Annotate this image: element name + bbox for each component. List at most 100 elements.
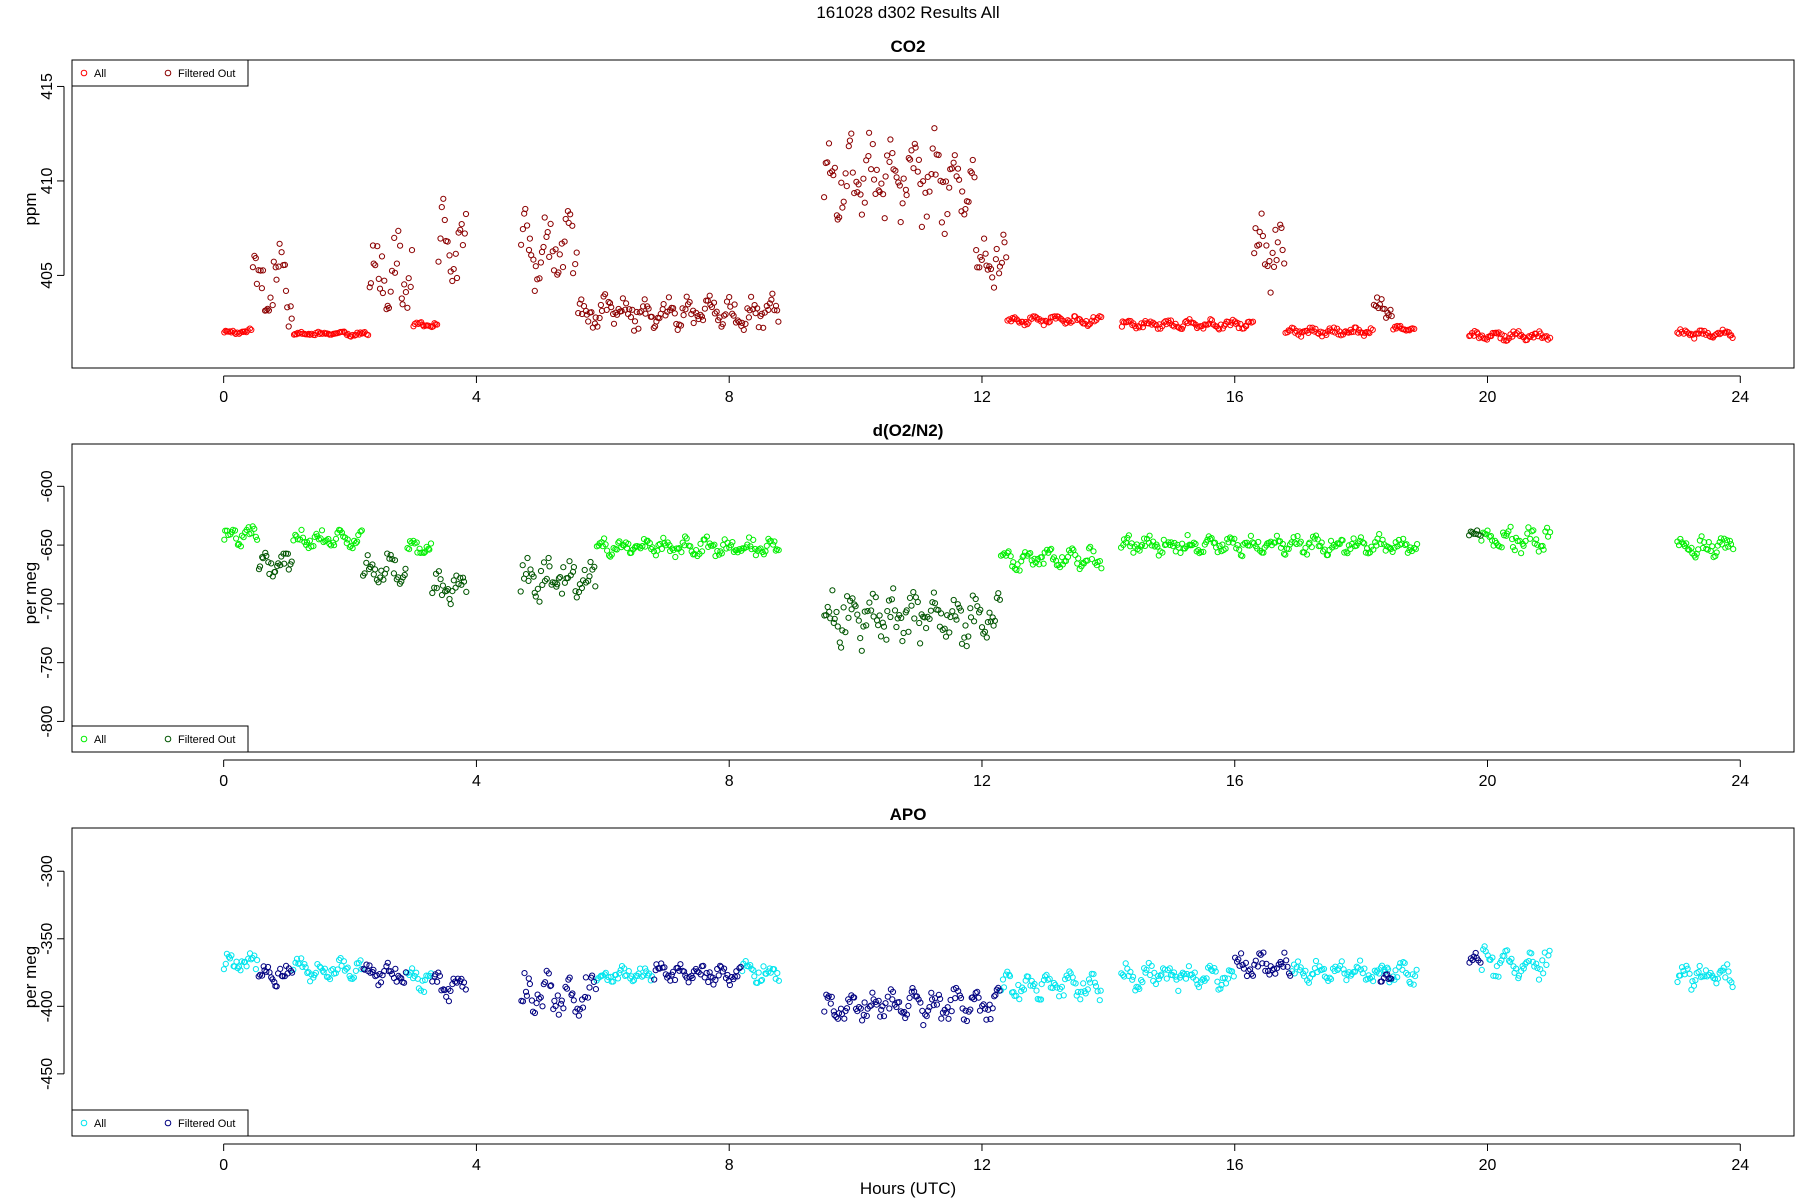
data-point-apo-all	[1185, 963, 1193, 970]
data-point-apo-filtered	[576, 1006, 584, 1013]
data-point-apo-filtered	[542, 979, 549, 986]
data-point-apo-all	[1719, 967, 1726, 974]
data-point-co2-filtered	[391, 234, 398, 241]
data-point-co2-filtered	[976, 264, 983, 271]
data-point-apo-all	[1179, 969, 1186, 976]
data-point-o2n2-filtered	[452, 584, 459, 591]
data-point-apo-all	[629, 978, 636, 985]
data-point-o2n2-all	[1007, 553, 1014, 560]
data-point-o2n2-filtered	[560, 564, 567, 571]
data-point-o2n2-filtered	[857, 635, 864, 642]
data-point-apo-filtered	[460, 979, 468, 986]
data-point-co2-all	[1232, 320, 1240, 327]
data-point-apo-all	[1699, 973, 1706, 980]
data-point-o2n2-all	[658, 545, 666, 553]
data-point-apo-all	[1320, 965, 1328, 973]
data-point-co2-filtered	[911, 140, 918, 147]
data-point-co2-filtered	[619, 295, 627, 302]
data-point-apo-all	[1020, 986, 1028, 993]
legend-marker-all-o2n2	[80, 735, 88, 743]
data-point-apo-filtered	[1272, 970, 1279, 977]
data-point-apo-all	[1492, 973, 1499, 980]
data-point-o2n2-filtered	[980, 630, 987, 637]
data-point-apo-all	[637, 965, 644, 972]
data-point-co2-filtered	[670, 305, 677, 312]
data-point-apo-filtered	[878, 1006, 885, 1013]
data-point-apo-all	[1396, 963, 1403, 970]
data-point-o2n2-filtered	[827, 615, 834, 622]
data-point-o2n2-all	[1701, 539, 1708, 546]
data-point-o2n2-filtered	[838, 644, 845, 651]
data-point-co2-filtered	[1263, 242, 1270, 249]
data-point-apo-filtered	[821, 1008, 828, 1015]
data-point-apo-all	[1173, 976, 1180, 983]
data-point-apo-filtered	[906, 994, 913, 1002]
data-point-co2-filtered	[449, 277, 456, 285]
data-point-o2n2-all	[344, 536, 351, 543]
data-point-co2-filtered	[531, 287, 538, 294]
data-point-co2-filtered	[942, 178, 950, 185]
data-point-apo-filtered	[1242, 959, 1250, 967]
legend-apo: All Filtered Out	[71, 1109, 249, 1137]
data-point-co2-all	[1715, 329, 1722, 336]
data-point-co2-filtered	[897, 219, 904, 226]
data-point-co2-filtered	[1273, 257, 1280, 264]
data-point-o2n2-filtered	[280, 550, 287, 557]
data-point-co2-filtered	[962, 206, 969, 213]
data-point-o2n2-all	[718, 550, 725, 557]
data-point-apo-all	[1127, 968, 1134, 976]
data-point-o2n2-all	[416, 545, 423, 552]
data-point-o2n2-all	[1530, 527, 1537, 534]
data-point-co2-filtered	[884, 152, 891, 159]
data-point-o2n2-filtered	[386, 555, 393, 562]
data-point-o2n2-filtered	[884, 608, 891, 615]
data-point-o2n2-filtered	[829, 587, 836, 594]
data-point-apo-all	[1060, 992, 1067, 999]
data-point-co2-filtered	[276, 240, 283, 247]
data-point-co2-filtered	[998, 259, 1006, 266]
data-point-o2n2-filtered	[872, 594, 879, 601]
data-point-o2n2-all	[293, 533, 300, 540]
data-point-apo-filtered	[869, 989, 876, 996]
data-point-co2-all	[248, 326, 255, 333]
data-point-o2n2-all	[723, 545, 730, 552]
data-point-o2n2-all	[1227, 534, 1234, 541]
data-point-o2n2-all	[683, 535, 690, 542]
data-point-apo-all	[1533, 960, 1540, 967]
data-point-co2-all	[1729, 334, 1736, 341]
data-point-co2-filtered	[882, 173, 889, 180]
data-point-o2n2-all	[1309, 533, 1317, 540]
data-point-apo-all	[302, 964, 309, 971]
data-point-o2n2-all	[1142, 542, 1149, 550]
y-tick-label-o2n2: -650	[39, 529, 56, 561]
data-point-apo-filtered	[952, 995, 959, 1002]
data-point-apo-filtered	[1470, 953, 1477, 960]
data-point-co2-filtered	[541, 214, 548, 221]
data-point-apo-filtered	[392, 965, 399, 972]
data-point-co2-filtered	[851, 190, 858, 197]
data-point-co2-filtered	[948, 165, 956, 172]
data-point-apo-all	[1297, 964, 1304, 971]
data-point-co2-filtered	[603, 306, 610, 313]
data-point-o2n2-filtered	[848, 606, 855, 613]
data-point-o2n2-filtered	[903, 607, 910, 614]
data-point-co2-filtered	[1388, 313, 1395, 320]
data-point-apo-all	[1152, 980, 1160, 988]
data-point-co2-all	[1058, 316, 1065, 323]
data-point-apo-all	[1294, 958, 1302, 965]
data-point-co2-filtered	[682, 306, 689, 313]
data-point-co2-filtered	[973, 247, 980, 254]
data-point-apo-filtered	[834, 1015, 842, 1022]
data-point-apo-all	[1006, 973, 1014, 980]
data-point-co2-filtered	[569, 222, 576, 229]
data-point-apo-filtered	[401, 979, 408, 986]
data-point-o2n2-all	[1320, 548, 1327, 555]
data-point-apo-all	[1050, 979, 1058, 987]
data-point-co2-filtered	[272, 264, 279, 271]
data-point-apo-filtered	[545, 970, 552, 977]
data-point-apo-all	[1293, 964, 1300, 971]
data-point-o2n2-filtered	[378, 567, 385, 574]
data-point-o2n2-filtered	[558, 590, 566, 597]
data-point-o2n2-all	[628, 549, 635, 556]
data-point-apo-all	[337, 955, 344, 962]
